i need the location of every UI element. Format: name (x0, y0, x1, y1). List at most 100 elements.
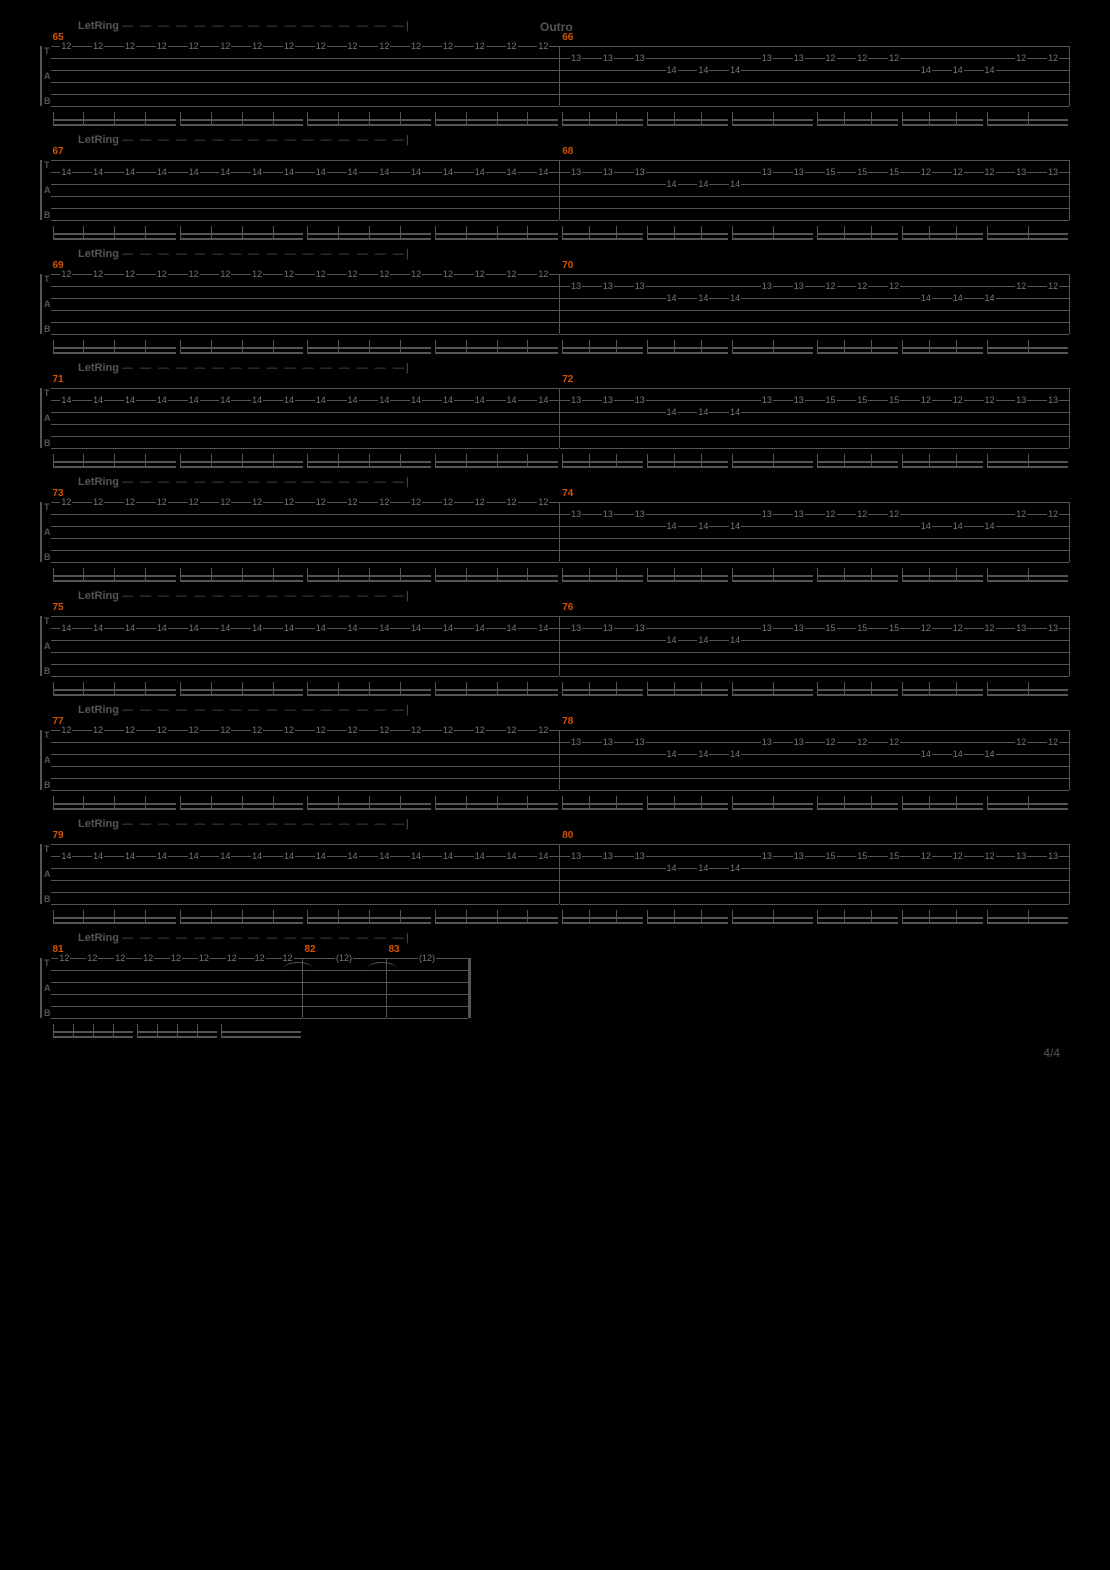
note-column: 14 (273, 616, 305, 676)
note-column: 15 (878, 160, 910, 220)
fret-number: 12 (1047, 281, 1059, 291)
note-column: 15 (878, 388, 910, 448)
fret-number: 12 (92, 725, 104, 735)
fret-number: 12 (920, 851, 932, 861)
beam-group (987, 448, 1068, 468)
fret-number: 12 (537, 497, 549, 507)
fret-number: 13 (761, 281, 773, 291)
fret-number: 12 (283, 269, 295, 279)
note-column: 14 (656, 844, 688, 904)
beam-group (732, 562, 813, 582)
note-column: 14 (942, 730, 974, 790)
note-column: 13 (783, 502, 815, 562)
fret-number: 13 (793, 281, 805, 291)
note-column: 12 (368, 730, 400, 790)
note-column: 13 (751, 730, 783, 790)
bar-number: 66 (562, 32, 573, 43)
beam-group (647, 904, 728, 924)
note-column: 12 (241, 274, 273, 334)
note-column: (12) (387, 958, 468, 1018)
fret-number: 13 (602, 281, 614, 291)
note-column: 13 (624, 274, 656, 334)
note-column: 14 (82, 388, 114, 448)
fret-number: 12 (188, 497, 200, 507)
note-column: 12 (305, 502, 337, 562)
fret-number: 14 (537, 851, 549, 861)
fret-number: 12 (114, 953, 126, 963)
beam-group (902, 334, 983, 354)
note-column: 13 (560, 616, 592, 676)
note-column: 13 (592, 730, 624, 790)
bar-number: 70 (562, 260, 573, 271)
note-column: 14 (719, 388, 751, 448)
fret-number: 15 (888, 851, 900, 861)
beam-group (732, 220, 813, 240)
note-column: 14 (496, 844, 528, 904)
fret-number: 13 (602, 509, 614, 519)
note-column: 14 (368, 160, 400, 220)
beam-row (560, 334, 1070, 354)
fret-number: 15 (888, 167, 900, 177)
fret-number: 12 (92, 41, 104, 51)
note-column: 14 (209, 844, 241, 904)
fret-number: 14 (697, 749, 709, 759)
fret-number: 14 (60, 623, 72, 633)
note-column: 12 (273, 274, 305, 334)
fret-number: 13 (761, 737, 773, 747)
let-ring-label: LetRing — — — — — — — — — — — — — — — —| (78, 20, 1070, 32)
fret-number: 12 (825, 509, 837, 519)
tab-clef: TAB (40, 274, 51, 334)
fret-number: 14 (697, 65, 709, 75)
fret-number: 12 (226, 953, 238, 963)
beam-group (647, 448, 728, 468)
fret-number: 12 (537, 725, 549, 735)
note-column: 12 (878, 46, 910, 106)
beam-group (307, 562, 430, 582)
note-column: 12 (496, 46, 528, 106)
note-column: 12 (846, 274, 878, 334)
beam-group (817, 676, 898, 696)
beam-group (435, 790, 558, 810)
bar-number: 75 (53, 602, 64, 613)
note-column: 14 (273, 160, 305, 220)
fret-number: 12 (537, 269, 549, 279)
beam-group (732, 904, 813, 924)
fret-number: 12 (442, 497, 454, 507)
fret-number: 15 (856, 623, 868, 633)
fret-number: 14 (156, 167, 168, 177)
fret-number: 14 (60, 167, 72, 177)
beam-group (307, 904, 430, 924)
measure: 78 13 13 13 14 14 14 13 13 12 12 12 14 1… (560, 718, 1070, 790)
fret-number: 12 (474, 497, 486, 507)
note-column: 14 (942, 502, 974, 562)
tab-staff: 13 13 13 14 14 14 13 13 12 12 12 14 14 1… (560, 46, 1070, 106)
fret-number: 15 (888, 395, 900, 405)
fret-number: 14 (251, 167, 263, 177)
note-column: 12 (942, 388, 974, 448)
fret-number: 12 (825, 281, 837, 291)
fret-number: 12 (283, 497, 295, 507)
fret-number: 12 (254, 953, 266, 963)
fret-number: 14 (92, 623, 104, 633)
fret-number: 13 (602, 623, 614, 633)
fret-number: 12 (251, 725, 263, 735)
measure: 83 (12) (387, 946, 471, 1018)
beam-group (817, 220, 898, 240)
fret-number: 12 (60, 41, 72, 51)
note-column: 14 (942, 274, 974, 334)
beam-group (137, 1018, 217, 1038)
note-column: 12 (305, 46, 337, 106)
fret-number: 12 (315, 497, 327, 507)
note-column: 12 (51, 46, 83, 106)
note-column: 14 (687, 730, 719, 790)
fret-number: 12 (60, 269, 72, 279)
tab-staff: 14 14 14 14 14 14 14 14 14 14 14 14 14 1… (51, 616, 561, 676)
beam-group (53, 790, 176, 810)
fret-number: 13 (793, 509, 805, 519)
note-column: 13 (560, 388, 592, 448)
tab-row: LetRing — — — — — — — — — — — — — — — —|… (40, 818, 1070, 904)
fret-number: 14 (920, 65, 932, 75)
fret-number: 12 (347, 269, 359, 279)
note-column: 12 (51, 958, 79, 1018)
note-column: 12 (178, 46, 210, 106)
